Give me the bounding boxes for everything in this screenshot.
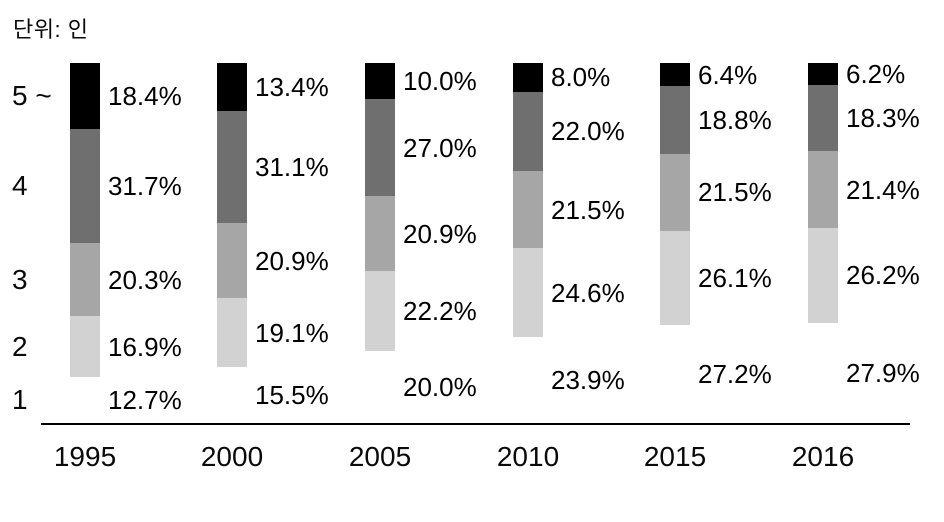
bar-segment-2000-5~	[217, 63, 247, 112]
x-axis-line	[41, 423, 910, 425]
value-label-2015-4: 18.8%	[698, 104, 772, 135]
bar-segment-2015-2	[660, 231, 690, 326]
value-label-2016-4: 18.3%	[846, 103, 920, 134]
household-size-label-5~: 5 ~	[12, 80, 52, 112]
bar-segment-2016-4	[808, 85, 838, 152]
x-tick-label-1995: 1995	[53, 441, 117, 472]
value-label-2015-3: 21.5%	[698, 177, 772, 208]
value-label-2005-4: 27.0%	[403, 132, 477, 163]
bar-segment-2010-2	[513, 248, 543, 337]
bar-segment-2000-2	[217, 298, 247, 368]
household-size-label-2: 2	[12, 330, 28, 362]
value-label-2015-5~: 6.4%	[698, 59, 758, 90]
value-label-1995-4: 31.7%	[108, 171, 182, 202]
value-label-2000-5~: 13.4%	[255, 72, 329, 103]
bar-segment-2015-4	[660, 86, 690, 154]
x-tick-label-2016: 2016	[791, 441, 855, 472]
household-size-label-4: 4	[12, 170, 28, 202]
value-label-2005-1: 20.0%	[403, 372, 477, 403]
bar-segment-2005-2	[365, 271, 395, 352]
bar-segment-2010-3	[513, 171, 543, 249]
value-label-2016-3: 21.4%	[846, 174, 920, 205]
value-label-2000-4: 31.1%	[255, 152, 329, 183]
value-label-2000-1: 15.5%	[255, 380, 329, 411]
bar-segment-1995-4	[70, 129, 100, 244]
bar-segment-1995-5~	[70, 63, 100, 130]
bar-segment-2005-5~	[365, 63, 395, 99]
household-size-label-3: 3	[12, 263, 28, 295]
bar-segment-2005-4	[365, 99, 395, 197]
bar-segment-2016-3	[808, 151, 838, 229]
bar-segment-2015-5~	[660, 63, 690, 87]
bar-segment-2016-5~	[808, 63, 838, 86]
value-label-2010-4: 22.0%	[551, 116, 625, 147]
value-label-2015-1: 27.2%	[698, 359, 772, 390]
value-label-2005-2: 22.2%	[403, 296, 477, 327]
value-label-2000-3: 20.9%	[255, 245, 329, 276]
bar-segment-2000-4	[217, 111, 247, 224]
x-tick-label-2010: 2010	[496, 441, 560, 472]
bar-segment-2000-3	[217, 223, 247, 299]
value-label-2016-5~: 6.2%	[846, 59, 906, 90]
value-label-1995-3: 20.3%	[108, 264, 182, 295]
value-label-2005-5~: 10.0%	[403, 66, 477, 96]
bar-segment-2015-3	[660, 153, 690, 232]
household-size-label-1: 1	[12, 384, 28, 416]
x-tick-label-2000: 2000	[200, 441, 264, 472]
bar-segment-2010-4	[513, 91, 543, 171]
value-label-2010-5~: 8.0%	[551, 62, 611, 93]
value-label-2000-2: 19.1%	[255, 317, 329, 348]
value-label-2015-2: 26.1%	[698, 263, 772, 294]
value-label-2010-3: 21.5%	[551, 194, 625, 225]
value-label-1995-1: 12.7%	[108, 385, 182, 416]
bar-segment-2016-2	[808, 228, 838, 323]
value-label-1995-5~: 18.4%	[108, 81, 182, 112]
value-label-1995-2: 16.9%	[108, 331, 182, 362]
value-label-2016-1: 27.9%	[846, 357, 920, 388]
bar-segment-1995-2	[70, 316, 100, 378]
unit-label: 단위: 인	[13, 17, 89, 42]
value-label-2010-1: 23.9%	[551, 364, 625, 395]
value-label-2005-3: 20.9%	[403, 218, 477, 249]
bar-segment-2010-5~	[513, 63, 543, 92]
value-label-2010-2: 24.6%	[551, 277, 625, 308]
value-label-2016-2: 26.2%	[846, 260, 920, 291]
bar-segment-1995-3	[70, 243, 100, 317]
x-tick-label-2015: 2015	[643, 441, 707, 472]
x-tick-label-2005: 2005	[348, 441, 412, 472]
bar-segment-2005-3	[365, 196, 395, 272]
